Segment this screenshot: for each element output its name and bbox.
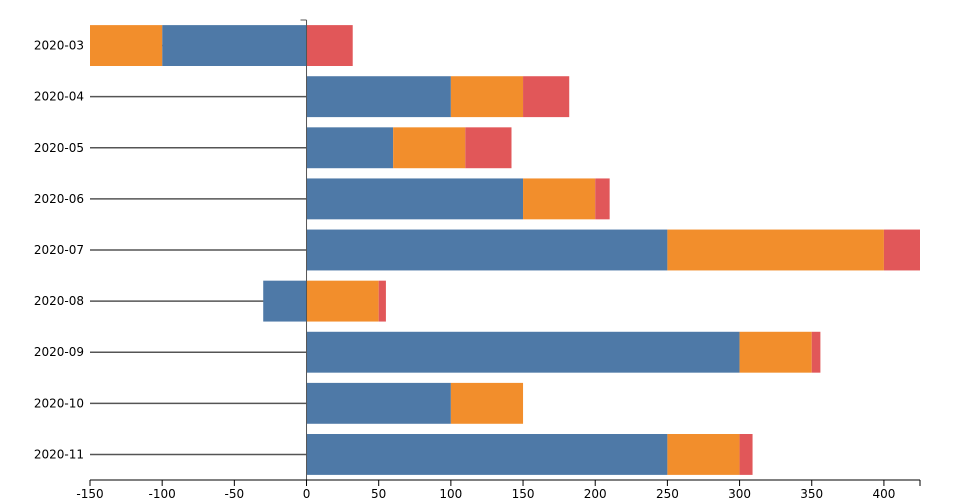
y-tick-label: 2020-04 [34, 90, 84, 104]
bar-segment [883, 229, 920, 271]
x-tick-label: 50 [371, 487, 386, 500]
bar-segment [465, 127, 512, 169]
bar-segment [306, 178, 524, 220]
bar-segment [306, 382, 451, 424]
x-tick-label: -100 [149, 487, 176, 500]
y-tick-label: 2020-06 [34, 192, 84, 206]
y-tick-label: 2020-10 [34, 396, 84, 410]
bars [90, 25, 920, 475]
x-axis: -150 -100 -50 0 50 100 150 200 250 300 350 400 [76, 479, 921, 500]
bar-segment [393, 127, 466, 169]
bar-segment [306, 280, 379, 322]
bar-segment [306, 127, 394, 169]
y-tick-label: 2020-11 [34, 447, 84, 461]
y-tick-label: 2020-05 [34, 141, 84, 155]
bar-segment [162, 25, 307, 66]
bar-segment [90, 25, 163, 66]
bar-segment [523, 178, 596, 220]
bar-segment [306, 331, 740, 373]
x-tick-label: 0 [303, 487, 311, 500]
x-tick-label: 300 [728, 487, 751, 500]
bar-segment [450, 382, 524, 424]
y-tick-label: 2020-08 [34, 294, 84, 308]
y-tick-label: 2020-03 [34, 39, 84, 53]
bar-segment [306, 76, 451, 118]
x-tick-label: 100 [439, 487, 462, 500]
x-tick-label: 200 [584, 487, 607, 500]
bar-segment [263, 280, 307, 322]
x-tick-label: 350 [800, 487, 823, 500]
bar-segment [306, 229, 668, 271]
bar-segment [667, 229, 884, 271]
bar-segment [811, 331, 821, 373]
bar-segment [667, 434, 740, 475]
y-tick-label: 2020-07 [34, 243, 84, 257]
bar-segment [739, 331, 812, 373]
x-tick-label: -50 [225, 487, 245, 500]
bar-segment [306, 25, 353, 66]
category-guide-lines [90, 44, 307, 456]
x-tick-label: 150 [512, 487, 535, 500]
bar-segment [595, 178, 610, 220]
bar-segment [739, 434, 753, 475]
bar-segment [523, 76, 570, 118]
bar-segment [306, 434, 668, 475]
y-tick-label: 2020-09 [34, 345, 84, 359]
y-axis: 2020-03 2020-04 2020-05 2020-06 2020-07 2020-… [34, 19, 308, 480]
x-tick-label: -150 [76, 487, 103, 500]
x-tick-label: 250 [656, 487, 679, 500]
bar-segment [450, 76, 524, 118]
bar-segment [378, 280, 386, 322]
x-tick-label: 400 [872, 487, 895, 500]
